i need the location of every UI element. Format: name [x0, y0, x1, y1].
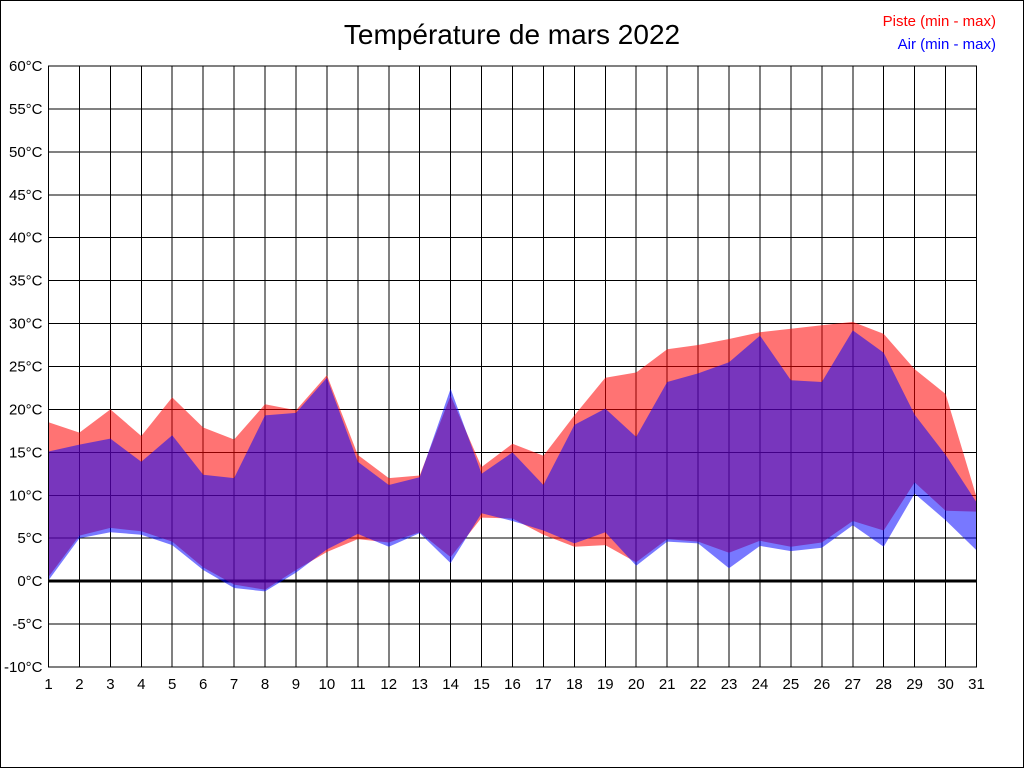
y-tick-label: 0°C: [17, 573, 42, 590]
y-tick-label: 25°C: [9, 359, 43, 376]
x-tick-label: 30: [937, 676, 954, 693]
plot-border: [48, 65, 977, 668]
x-tick-label: 1: [44, 676, 52, 693]
y-tick-label: 30°C: [9, 316, 43, 333]
x-tick-label: 10: [319, 676, 336, 693]
x-tick-label: 9: [292, 676, 300, 693]
x-tick-label: 18: [566, 676, 583, 693]
y-tick-label: 20°C: [9, 401, 43, 418]
x-tick-label: 8: [261, 676, 269, 693]
x-tick-label: 2: [75, 676, 83, 693]
legend-item-piste: Piste (min - max): [883, 10, 996, 33]
chart-title: Température de mars 2022: [343, 19, 681, 50]
x-tick-label: 16: [504, 676, 521, 693]
x-tick-label: 20: [628, 676, 645, 693]
y-tick-label: 60°C: [9, 58, 43, 75]
x-tick-label: 13: [411, 676, 428, 693]
y-tick-label: -10°C: [4, 659, 43, 676]
x-tick-label: 24: [752, 676, 769, 693]
x-tick-label: 22: [690, 676, 707, 693]
y-tick-label: 35°C: [9, 273, 43, 290]
legend-label-piste: Piste (min - max): [882, 13, 996, 30]
x-tick-label: 3: [106, 676, 114, 693]
y-tick-label: 55°C: [9, 101, 43, 118]
x-tick-label: 14: [442, 676, 459, 693]
x-tick-label: 31: [968, 676, 985, 693]
x-tick-label: 11: [350, 676, 366, 693]
x-tick-label: 17: [535, 676, 552, 693]
x-tick-label: 21: [659, 676, 676, 693]
chart-legend: Piste (min - max) Air (min - max): [883, 10, 996, 56]
x-tick-label: 25: [783, 676, 800, 693]
x-tick-label: 6: [199, 676, 207, 693]
y-tick-label: 10°C: [9, 487, 43, 504]
x-tick-label: 5: [168, 676, 176, 693]
x-tick-label: 12: [380, 676, 397, 693]
y-tick-label: 5°C: [17, 530, 42, 547]
y-tick-label: 40°C: [9, 230, 43, 247]
band-air: [48, 330, 977, 592]
x-tick-label: 29: [906, 676, 923, 693]
x-tick-label: 7: [230, 676, 238, 693]
x-tick-label: 4: [137, 676, 145, 693]
x-tick-label: 19: [597, 676, 614, 693]
x-tick-label: 27: [844, 676, 861, 693]
x-tick-label: 26: [813, 676, 830, 693]
y-tick-label: 15°C: [9, 444, 43, 461]
legend-label-air: Air (min - max): [897, 36, 996, 53]
x-tick-label: 28: [875, 676, 892, 693]
y-tick-label: 45°C: [9, 187, 43, 204]
x-tick-label: 23: [721, 676, 738, 693]
y-tick-label: -5°C: [12, 616, 42, 633]
x-tick-label: 15: [473, 676, 490, 693]
y-tick-label: 50°C: [9, 144, 43, 161]
legend-item-air: Air (min - max): [883, 33, 996, 56]
